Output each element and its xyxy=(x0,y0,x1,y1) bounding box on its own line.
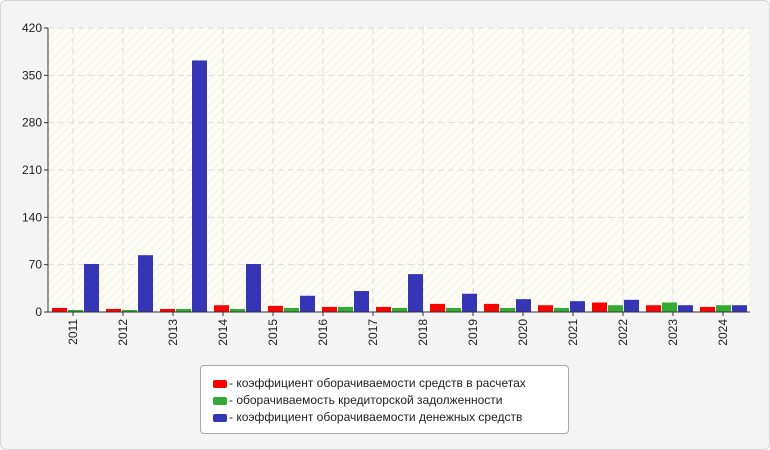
bar xyxy=(516,299,531,312)
legend-item-receivables-turnover: - коэффициент оборачиваемости средств в … xyxy=(213,375,526,391)
x-tick-label: 2017 xyxy=(366,319,380,346)
bar xyxy=(122,309,137,312)
x-tick-label: 2023 xyxy=(666,319,680,346)
y-tick-label: 70 xyxy=(29,258,43,272)
legend-swatch-red xyxy=(213,379,227,388)
bar xyxy=(338,306,353,312)
x-tick-label: 2020 xyxy=(516,319,530,346)
bar xyxy=(500,307,515,312)
bar xyxy=(678,305,693,312)
bar xyxy=(84,263,99,312)
x-tick-label: 2022 xyxy=(616,319,630,346)
x-tick-label: 2018 xyxy=(416,319,430,346)
bar xyxy=(68,309,83,312)
bar xyxy=(322,306,337,312)
y-tick-label: 140 xyxy=(22,210,42,224)
bar xyxy=(700,306,715,312)
y-tick-label: 350 xyxy=(22,68,42,82)
bar xyxy=(646,305,661,312)
y-tick-label: 0 xyxy=(35,305,42,319)
x-tick-label: 2016 xyxy=(316,319,330,346)
x-tick-label: 2011 xyxy=(66,319,80,345)
y-tick-label: 420 xyxy=(22,21,42,35)
bar xyxy=(138,255,153,312)
legend-item-cash-turnover: - коэффициент оборачиваемости денежных с… xyxy=(213,409,522,425)
bar xyxy=(268,305,283,312)
bar xyxy=(354,291,369,312)
y-tick-label: 210 xyxy=(22,163,42,177)
x-tick-label: 2012 xyxy=(116,319,130,346)
legend-label: - коэффициент оборачиваемости средств в … xyxy=(229,376,526,390)
legend-item-payables-turnover: - оборачиваемость кредиторской задолженн… xyxy=(213,392,502,408)
legend-label: - оборачиваемость кредиторской задолженн… xyxy=(229,393,503,407)
bar xyxy=(246,263,261,312)
x-tick-label: 2021 xyxy=(566,319,580,346)
bar xyxy=(462,293,477,312)
bar xyxy=(484,303,499,312)
bar xyxy=(624,299,639,312)
bar xyxy=(106,308,121,312)
bar xyxy=(214,305,229,312)
bar xyxy=(554,307,569,312)
x-tick-label: 2013 xyxy=(166,319,180,346)
bar xyxy=(538,305,553,312)
bar xyxy=(52,307,67,312)
bar xyxy=(192,60,207,313)
legend-swatch-blue xyxy=(213,413,227,422)
bar xyxy=(446,307,461,312)
x-tick-label: 2024 xyxy=(716,319,730,346)
bar xyxy=(284,307,299,312)
bar xyxy=(570,301,585,312)
bar xyxy=(160,308,175,312)
bar xyxy=(716,305,731,312)
legend: - коэффициент оборачиваемости средств в … xyxy=(200,365,569,434)
legend-swatch-green xyxy=(213,396,227,405)
x-tick-label: 2015 xyxy=(266,319,280,346)
bar xyxy=(430,303,445,312)
bar xyxy=(408,274,423,312)
y-tick-label: 280 xyxy=(22,116,42,130)
bar xyxy=(376,306,391,312)
x-tick-label: 2014 xyxy=(216,319,230,346)
bar xyxy=(230,308,245,312)
bar xyxy=(732,305,747,312)
bar xyxy=(300,295,315,312)
bar xyxy=(392,307,407,312)
bar xyxy=(608,305,623,312)
bar xyxy=(176,308,191,312)
legend-label: - коэффициент оборачиваемости денежных с… xyxy=(229,410,523,424)
bar xyxy=(592,302,607,312)
x-tick-label: 2019 xyxy=(466,319,480,346)
bar xyxy=(662,302,677,312)
